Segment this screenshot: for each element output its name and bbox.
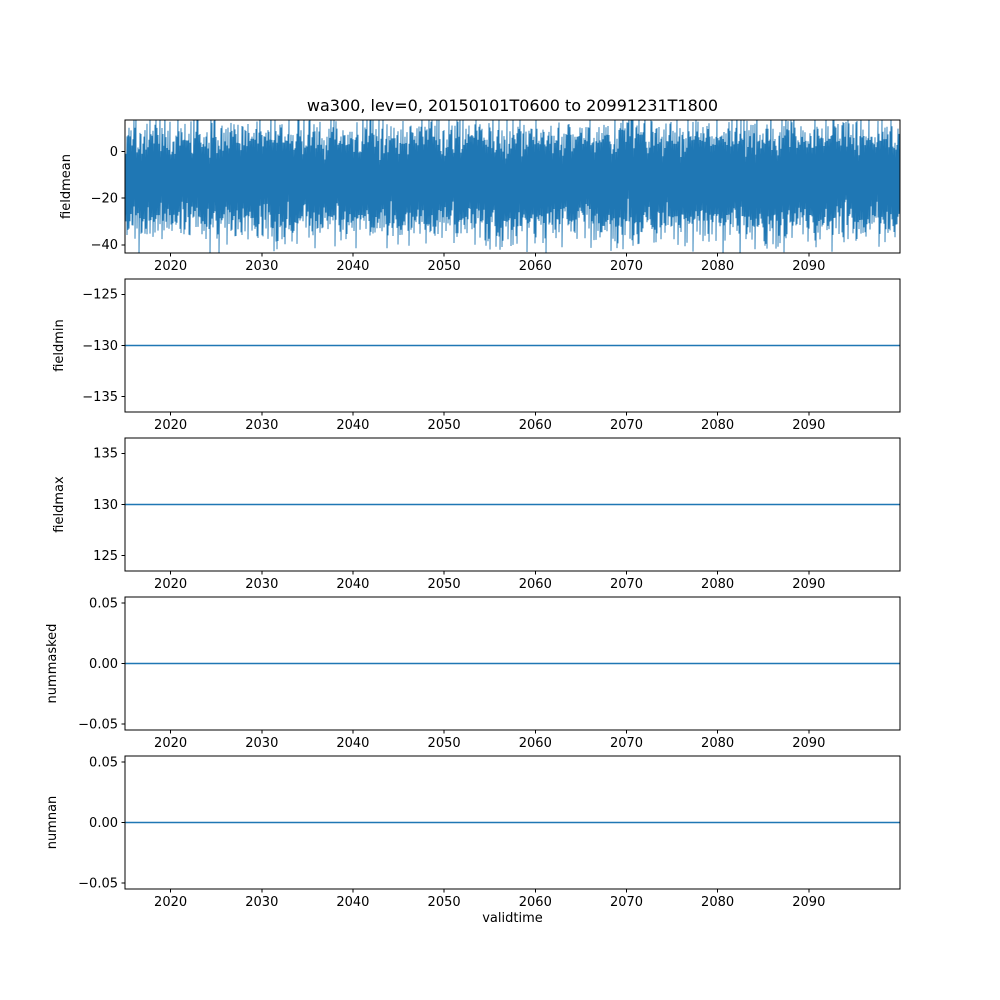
x-tick-label: 2040 [336,418,369,433]
x-tick-label: 2030 [245,259,278,274]
y-axis-label-nummasked: nummasked [45,624,60,704]
x-tick-label: 2060 [519,418,552,433]
y-tick-label: 0.00 [89,816,118,831]
x-tick-label: 2050 [428,895,461,910]
y-tick-label: 130 [93,498,118,513]
x-tick-label: 2040 [336,736,369,751]
x-tick-label: 2060 [519,259,552,274]
x-tick-label: 2080 [701,895,734,910]
x-tick-label: 2020 [154,577,187,592]
x-tick-label: 2040 [336,259,369,274]
x-axis-label: validtime [482,911,543,926]
x-tick-label: 2090 [792,736,825,751]
x-tick-label: 2060 [519,895,552,910]
y-tick-label: −125 [82,288,118,303]
y-tick-label: −135 [82,390,118,405]
y-tick-label: −0.05 [78,876,118,891]
y-axis-label-fieldmax: fieldmax [52,476,67,533]
x-tick-label: 2020 [154,418,187,433]
y-tick-label: 0.05 [89,755,118,770]
y-tick-label: −130 [82,339,118,354]
subplot-fieldmin: 2020 2030 2040 2050 2060 2070 2080 2090 −125 −130… [52,278,901,433]
x-tick-label: 2020 [154,895,187,910]
x-tick-label: 2090 [792,418,825,433]
x-tick-label: 2070 [610,418,643,433]
y-tick-label: 0.05 [89,596,118,611]
figure-title: wa300, lev=0, 20150101T0600 to 20991231T… [306,96,719,115]
x-tick-label: 2060 [519,577,552,592]
x-tick-label: 2070 [610,577,643,592]
x-tick-label: 2080 [701,259,734,274]
x-tick-label: 2050 [428,577,461,592]
y-tick-label: 0 [110,145,118,160]
x-tick-label: 2080 [701,736,734,751]
series-fieldmean [125,120,900,253]
x-tick-label: 2070 [610,895,643,910]
x-tick-label: 2050 [428,259,461,274]
x-tick-label: 2090 [792,577,825,592]
x-tick-label: 2040 [336,895,369,910]
y-axis-label-numnan: numnan [45,796,60,850]
y-tick-label: 0.00 [89,657,118,672]
y-tick-label: −0.05 [78,717,118,732]
y-tick-label: 135 [93,447,118,462]
x-tick-label: 2030 [245,418,278,433]
x-tick-label: 2060 [519,736,552,751]
subplot-fieldmax: 2020 2030 2040 2050 2060 2070 2080 2090 135 130 12… [52,437,901,592]
x-tick-label: 2020 [154,736,187,751]
x-tick-label: 2080 [701,577,734,592]
x-tick-label: 2090 [792,895,825,910]
x-tick-label: 2070 [610,259,643,274]
x-tick-label: 2030 [245,895,278,910]
subplot-fieldmean: 2020 2030 2040 2050 2060 2070 2080 2090 0 −20 −40 f… [59,119,901,274]
subplot-numnan: 2020 2030 2040 2050 2060 2070 2080 2090 0.05 0.00… [45,755,901,910]
subplot-nummasked: 2020 2030 2040 2050 2060 2070 2080 2090 0.05 0.00… [45,596,901,751]
x-tick-label: 2020 [154,259,187,274]
x-tick-label: 2050 [428,418,461,433]
x-tick-label: 2050 [428,736,461,751]
y-axis-label-fieldmean: fieldmean [59,154,74,219]
axes-box-fieldmean [124,119,901,254]
x-tick-label: 2090 [792,259,825,274]
x-tick-label: 2030 [245,736,278,751]
x-tick-label: 2080 [701,418,734,433]
y-tick-label: −20 [91,192,118,207]
y-tick-label: 125 [93,549,118,564]
y-tick-label: −40 [91,238,118,253]
x-tick-label: 2030 [245,577,278,592]
data-line-fieldmean [125,120,900,253]
x-tick-label: 2040 [336,577,369,592]
y-axis-label-fieldmin: fieldmin [52,319,67,372]
x-tick-label: 2070 [610,736,643,751]
